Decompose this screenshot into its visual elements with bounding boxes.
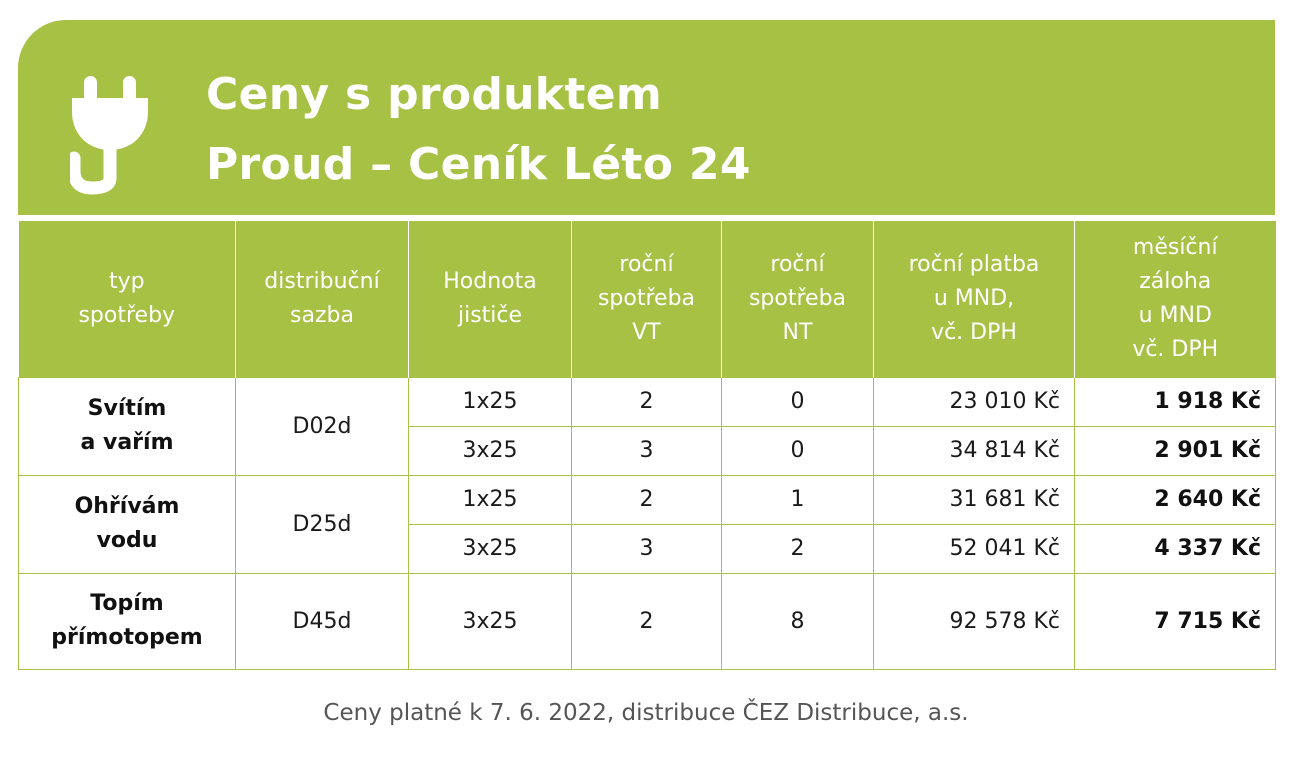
table-row: 3x25 3 0 34 814 Kč 2 901 Kč	[19, 425, 1276, 476]
header-annual-consumption-vt: roční spotřeba VT	[571, 221, 722, 377]
header-line: vč. DPH	[931, 319, 1017, 345]
header-consumption-type: typ spotřeby	[18, 221, 236, 377]
header-line: spotřeba	[597, 285, 696, 311]
header-line: záloha	[1139, 268, 1212, 294]
vt-cell: 3	[571, 523, 722, 574]
plug-icon	[70, 76, 148, 195]
header-line: typ	[108, 268, 145, 294]
nt-cell: 0	[721, 425, 874, 476]
header-monthly-advance: měsíční záloha u MND vč. DPH	[1074, 221, 1276, 377]
header-line: u MND	[1138, 302, 1212, 328]
page-title: Ceny s produktem Proud – Ceník Léto 24	[206, 60, 751, 200]
distribution-rate-cell: D02d	[235, 376, 409, 476]
consumption-type-cell: Svítím a vařím	[18, 376, 236, 476]
table-row: Svítím a vařím D02d 1x25 2 0 23 010 Kč 1…	[18, 376, 1276, 476]
consumption-type-cell: Ohřívám vodu	[18, 474, 236, 574]
breaker-cell: 3x25	[408, 523, 572, 574]
vt-cell: 2	[571, 474, 722, 525]
header-line: roční platba	[908, 251, 1040, 277]
footnote: Ceny platné k 7. 6. 2022, distribuce ČEZ…	[323, 700, 969, 726]
table-row: 3x25 3 2 52 041 Kč 4 337 Kč	[19, 523, 1276, 574]
header-line: spotřeba	[748, 285, 847, 311]
vt-cell: 3	[571, 425, 722, 476]
header-line: roční	[770, 251, 825, 277]
title-line-2: Proud – Ceník Léto 24	[206, 139, 751, 190]
monthly-advance-cell: 4 337 Kč	[1074, 523, 1276, 574]
header-line: roční	[619, 251, 674, 277]
table-row: Topím přímotopem D45d 3x25 2 8 92 578 Kč…	[18, 572, 1276, 670]
annual-payment-cell: 23 010 Kč	[873, 376, 1075, 427]
breaker-cell: 1x25	[408, 376, 572, 427]
type-line: přímotopem	[51, 625, 203, 650]
type-line: Topím	[90, 591, 164, 616]
consumption-type-cell: Topím přímotopem	[18, 572, 236, 670]
nt-cell: 0	[721, 376, 874, 427]
header-annual-payment: roční platba u MND, vč. DPH	[873, 221, 1075, 377]
monthly-advance-cell: 1 918 Kč	[1074, 376, 1276, 427]
breaker-cell: 3x25	[408, 572, 572, 670]
nt-cell: 2	[721, 523, 874, 574]
table-row: Ohřívám vodu D25d 1x25 2 1 31 681 Kč 2 6…	[18, 474, 1276, 574]
monthly-advance-cell: 2 640 Kč	[1074, 474, 1276, 525]
header-line: VT	[632, 319, 661, 345]
vt-cell: 2	[571, 572, 722, 670]
annual-payment-cell: 92 578 Kč	[873, 572, 1075, 670]
header-line: měsíční	[1132, 234, 1218, 260]
type-line: vodu	[96, 528, 158, 553]
header-line: Hodnota	[443, 268, 537, 294]
header-line: sazba	[290, 302, 354, 328]
breaker-cell: 3x25	[408, 425, 572, 476]
type-line: Svítím	[87, 396, 167, 421]
header-distribution-rate: distribuční sazba	[235, 221, 409, 377]
header-annual-consumption-nt: roční spotřeba NT	[721, 221, 874, 377]
distribution-rate-cell: D45d	[235, 572, 409, 670]
header-breaker-value: Hodnota jističe	[408, 221, 572, 377]
header-line: spotřeby	[78, 302, 176, 328]
title-banner: Ceny s produktem Proud – Ceník Léto 24	[18, 20, 1275, 215]
vt-cell: 2	[571, 376, 722, 427]
header-line: distribuční	[264, 268, 380, 294]
header-line: jističe	[457, 302, 523, 328]
monthly-advance-cell: 7 715 Kč	[1074, 572, 1276, 670]
nt-cell: 1	[721, 474, 874, 525]
header-line: vč. DPH	[1132, 336, 1219, 362]
distribution-rate-cell: D25d	[235, 474, 409, 574]
breaker-cell: 1x25	[408, 474, 572, 525]
title-line-1: Ceny s produktem	[206, 69, 662, 120]
type-line: a vařím	[80, 430, 174, 455]
type-line: Ohřívám	[74, 494, 180, 519]
annual-payment-cell: 52 041 Kč	[873, 523, 1075, 574]
nt-cell: 8	[721, 572, 874, 670]
annual-payment-cell: 34 814 Kč	[873, 425, 1075, 476]
header-line: u MND,	[933, 285, 1015, 311]
monthly-advance-cell: 2 901 Kč	[1074, 425, 1276, 476]
table-header-row: typ spotřeby distribuční sazba Hodnota j…	[18, 221, 1276, 377]
header-line: NT	[782, 319, 813, 345]
annual-payment-cell: 31 681 Kč	[873, 474, 1075, 525]
price-table: typ spotřeby distribuční sazba Hodnota j…	[18, 221, 1276, 670]
